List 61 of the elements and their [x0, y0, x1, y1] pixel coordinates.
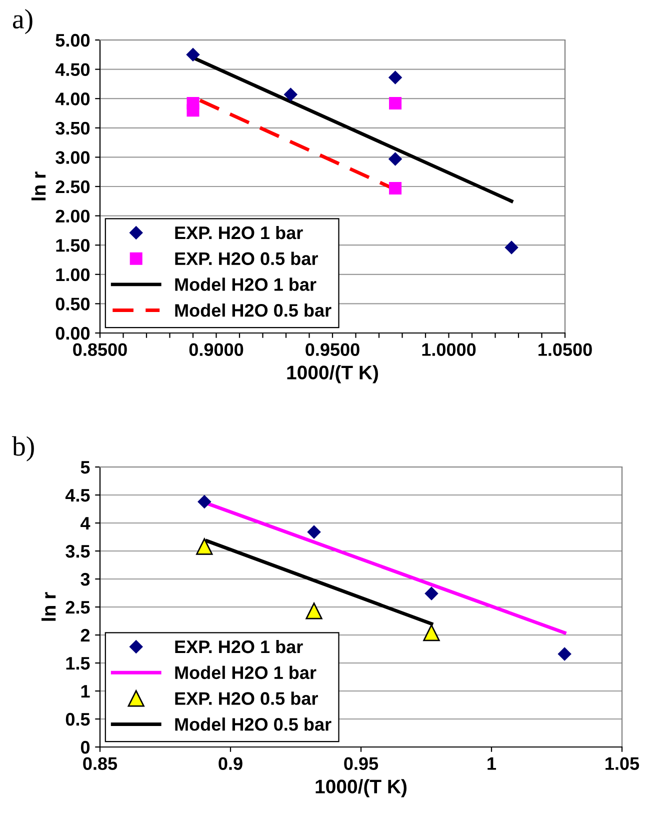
y-tick-label: 0.5	[66, 712, 90, 726]
point	[388, 70, 402, 84]
x-tick-label: 1.05	[606, 757, 640, 770]
legend-label: Model H2O 0.5 bar	[175, 304, 332, 317]
y-tick-label: 1	[81, 685, 90, 698]
point	[307, 525, 321, 539]
point	[389, 97, 402, 110]
y-tick-label: 3	[80, 572, 90, 586]
point	[388, 152, 402, 166]
legend-label: Model H2O 0.5 bar	[175, 718, 332, 731]
point	[504, 240, 518, 254]
y-tick-label: 1.5	[66, 657, 90, 670]
x-tick-label: 1.0500	[538, 343, 592, 356]
x-tick-label: 0.9	[218, 757, 242, 770]
x-tick-label: 0.9000	[189, 343, 244, 356]
legend-label: EXP. H2O 0.5 bar	[175, 692, 318, 705]
y-tick-label: 0	[80, 740, 90, 754]
x-tick-label: 1	[488, 757, 496, 770]
y-tick-label: 0.50	[56, 298, 90, 310]
point	[196, 538, 213, 555]
y-tick-label: 5.00	[56, 34, 90, 47]
y-axis-title: ln r	[31, 172, 46, 200]
y-tick-label: 4.00	[55, 92, 90, 106]
point	[558, 647, 572, 661]
legend-label: EXP. H2O 0.5 bar	[175, 252, 318, 266]
y-tick-label: 4.5	[65, 489, 90, 502]
x-axis-title: 1000/(T K)	[287, 365, 378, 384]
point	[186, 104, 200, 117]
y-tick-label: 1.50	[56, 239, 90, 252]
y-tick-label: 4.50	[55, 63, 90, 76]
x-tick-label: 0.9500	[306, 343, 360, 356]
chart-title: a)	[12, 8, 32, 34]
point	[306, 602, 322, 620]
legend-label: Model H2O 1 bar	[175, 666, 316, 680]
point	[423, 624, 440, 642]
chart-title: b)	[12, 436, 34, 462]
point	[198, 495, 211, 508]
y-tick-label: 2.00	[56, 210, 90, 223]
point	[284, 88, 298, 102]
y-tick-label: 3.5	[66, 544, 90, 558]
y-tick-label: 2	[80, 628, 90, 642]
legend-label: EXP. H2O 1 bar	[175, 226, 303, 240]
y-tick-label: 4	[80, 517, 90, 530]
point	[389, 182, 402, 195]
y-tick-label: 2.5	[66, 600, 90, 614]
y-axis-title: ln r	[42, 592, 56, 621]
point	[186, 48, 200, 62]
y-tick-label: 3.50	[56, 122, 90, 135]
legend-label: Model H2O 1 bar	[175, 278, 316, 291]
point	[424, 586, 438, 600]
x-tick-label: 1.0000	[422, 343, 476, 356]
legend-label: EXP. H2O 1 bar	[175, 640, 303, 654]
y-tick-label: 3.00	[56, 151, 90, 164]
x-tick-label: 0.85	[83, 757, 118, 770]
y-tick-label: 2.50	[56, 180, 90, 194]
y-tick-label: 0.00	[56, 326, 90, 340]
x-tick-label: 0.8500	[73, 343, 127, 356]
y-tick-label: 1.00	[56, 268, 90, 282]
x-tick-label: 0.95	[344, 757, 378, 770]
x-axis-title: 1000/(T K)	[316, 779, 406, 798]
y-tick-label: 5	[80, 461, 90, 474]
